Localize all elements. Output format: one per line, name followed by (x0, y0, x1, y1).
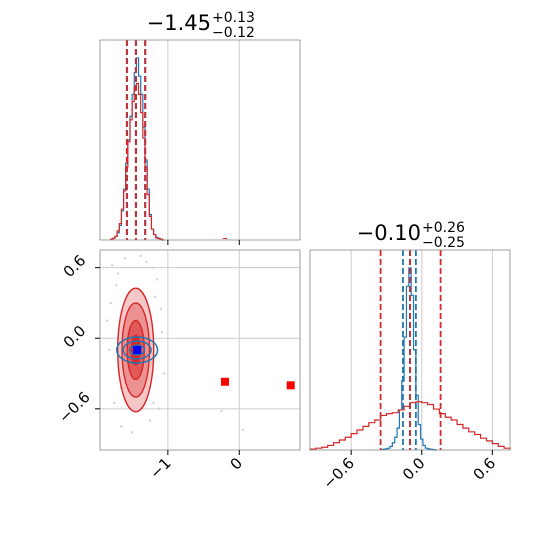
y-tick-label: 0.6 (60, 251, 90, 281)
histogram-series-1 (110, 82, 165, 241)
scatter-point (159, 307, 162, 311)
scatter-point (145, 260, 148, 263)
scatter-point (241, 428, 245, 432)
x-tick-label: 0.0 (399, 454, 429, 484)
scatter-point (113, 401, 116, 405)
histogram-series-0 (110, 57, 165, 241)
scatter-point (158, 407, 161, 411)
scatter-point (150, 266, 154, 269)
scatter-point (160, 331, 164, 334)
panel-title-top-left-median: −1.45 (147, 11, 211, 35)
histogram-series-0 (379, 267, 438, 451)
scatter-point (120, 425, 123, 428)
scatter-point (220, 409, 223, 413)
x-tick-label: −1 (146, 454, 174, 482)
scatter-point (130, 431, 134, 434)
scatter-point (155, 278, 159, 281)
scatter-point (116, 272, 120, 275)
marker-square (221, 377, 229, 386)
x-tick-label: −0.6 (320, 454, 358, 492)
panel-bottom-left: −1 0 −0.6 0.0 0.6 (55, 249, 301, 482)
marker-square (133, 346, 142, 354)
scatter-point (115, 284, 118, 287)
scatter-point (105, 319, 109, 322)
scatter-point (152, 401, 155, 405)
panel-title-top-left-lower: −0.12 (212, 25, 255, 41)
x-tick-label: 0.6 (470, 454, 500, 484)
x-tick-label: 0 (227, 454, 246, 473)
panel-top-left: −1.45 +0.13 −0.12 (99, 10, 301, 245)
scatter-point (109, 301, 112, 305)
y-tick-label: 0.0 (60, 322, 90, 352)
y-tick-label: −0.6 (55, 388, 93, 426)
contour-blue-level (128, 344, 146, 356)
scatter-point (108, 348, 111, 352)
scatter-point (110, 264, 114, 267)
scatter-point (139, 254, 142, 258)
scatter-point (163, 372, 166, 375)
panel-title-bottom-right-median: −0.10 (357, 221, 421, 245)
scatter-point (148, 419, 152, 422)
panel-title-bottom-right-upper: +0.26 (422, 220, 465, 236)
panel-title-top-left-upper: +0.13 (212, 10, 255, 26)
panel-bottom-right: −0.6 0.0 0.6 −0.10 +0.26 −0.25 (309, 220, 511, 493)
marker-square (286, 381, 295, 390)
scatter-point (153, 295, 157, 299)
contour-blue-level (122, 340, 152, 360)
contour-blue-level (115, 336, 159, 364)
panel-title-bottom-right-lower: −0.25 (422, 235, 465, 251)
scatter-point (123, 257, 127, 260)
